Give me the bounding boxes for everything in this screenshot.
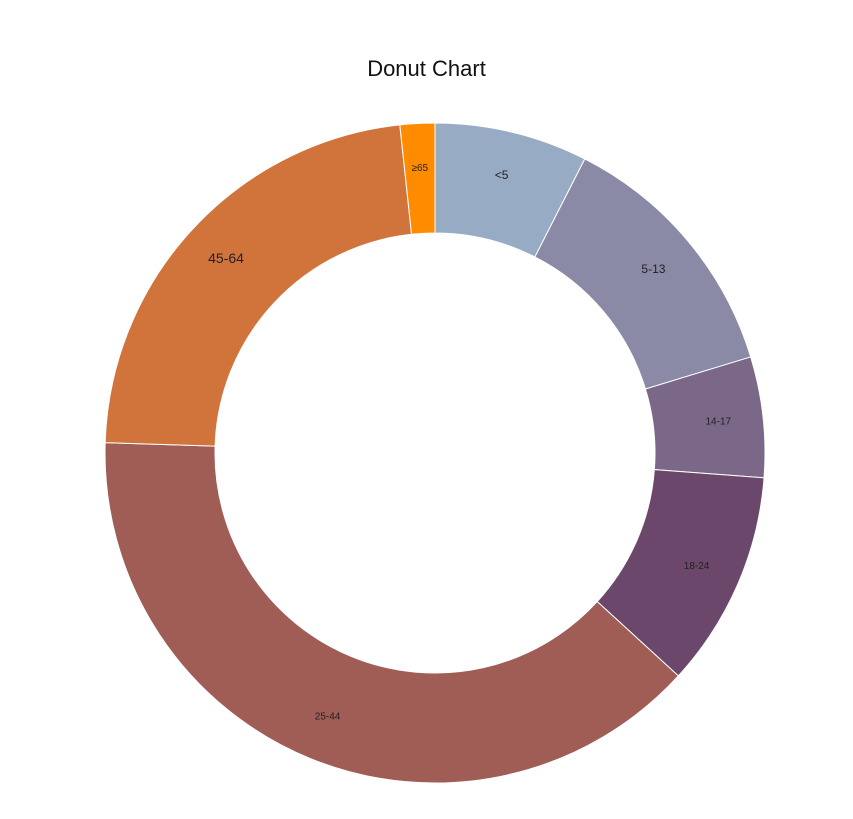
slice-label: 25-44 — [315, 712, 341, 723]
slice-label: 18-24 — [684, 561, 710, 572]
chart-title: Donut Chart — [367, 56, 486, 81]
slice-label: ≥65 — [411, 163, 428, 174]
slice-label: 5-13 — [641, 262, 665, 276]
donut-slice — [104, 124, 413, 447]
slice-label: 45-64 — [208, 250, 244, 266]
slice-label: <5 — [495, 168, 509, 182]
donut-slice — [399, 122, 436, 235]
slice-label: 14-17 — [705, 416, 731, 427]
donut-slice — [104, 442, 680, 784]
